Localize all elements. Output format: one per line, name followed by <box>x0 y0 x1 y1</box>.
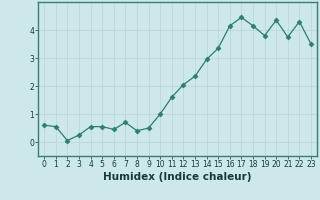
X-axis label: Humidex (Indice chaleur): Humidex (Indice chaleur) <box>103 172 252 182</box>
